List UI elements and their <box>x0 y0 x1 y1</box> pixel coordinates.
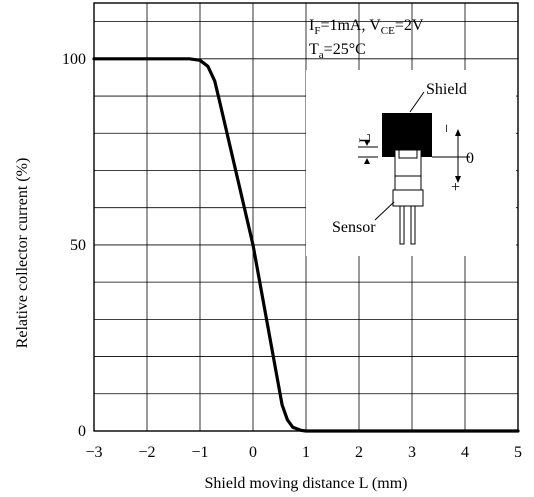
cond-i-main: I <box>309 17 314 34</box>
plot-frame <box>93 2 519 432</box>
y-tick-label: 50 <box>70 237 86 254</box>
cond-v-sub: CE <box>381 25 395 37</box>
x-axis-label: Shield moving distance L (mm) <box>205 475 408 492</box>
shield-label: Shield <box>426 81 467 98</box>
l-arrow-up <box>364 158 370 164</box>
x-tick-label: 3 <box>408 444 416 461</box>
direction-arrow-down <box>455 176 461 183</box>
zero-label: 0 <box>466 150 474 167</box>
series-line <box>92 57 520 433</box>
cond-i-value: =1mA, V <box>320 17 381 34</box>
x-tick-label: 2 <box>355 444 363 461</box>
cond-t-main: T <box>309 41 319 58</box>
x-tick-label: −1 <box>191 444 208 461</box>
sensor-label: Sensor <box>332 219 376 236</box>
y-axis-label: Relative collector current (%) <box>14 158 31 349</box>
y-tick-label: 0 <box>78 423 86 440</box>
x-tick-label: −3 <box>85 444 102 461</box>
series-layer <box>92 57 520 433</box>
conditions-line-1: IF=1mA, VCE=2V <box>309 17 424 37</box>
shield-pointer <box>409 91 425 113</box>
direction-arrow-up <box>455 129 461 136</box>
cond-t-value: =25°C <box>324 41 366 58</box>
sensor-lead-2 <box>410 205 416 245</box>
sensor-pointer <box>374 201 395 221</box>
cond-v-value: =2V <box>395 17 424 34</box>
x-tick-label: 5 <box>514 444 522 461</box>
minus-sign: − <box>439 124 456 133</box>
plus-sign: + <box>451 179 460 196</box>
x-tick-label: 0 <box>249 444 257 461</box>
x-tick-label: 1 <box>302 444 310 461</box>
x-tick-labels: −3 −2 −1 0 1 2 3 4 5 <box>85 444 522 461</box>
x-tick-label: 4 <box>461 444 469 461</box>
inset-diagram: Shield Sensor L − 0 + <box>306 70 516 256</box>
sensor-lead-1 <box>399 205 405 245</box>
sensor-base <box>392 189 424 207</box>
x-tick-label: −2 <box>138 444 155 461</box>
sensor-window <box>398 149 418 159</box>
cond-t-sub: a <box>319 49 324 61</box>
y-tick-labels: 0 50 100 <box>62 51 86 440</box>
cond-i-sub: F <box>314 25 320 37</box>
l-arrow-down <box>364 140 370 146</box>
y-tick-label: 100 <box>62 51 86 68</box>
l-label: L <box>357 133 374 143</box>
conditions-line-2: Ta=25°C <box>309 41 366 61</box>
